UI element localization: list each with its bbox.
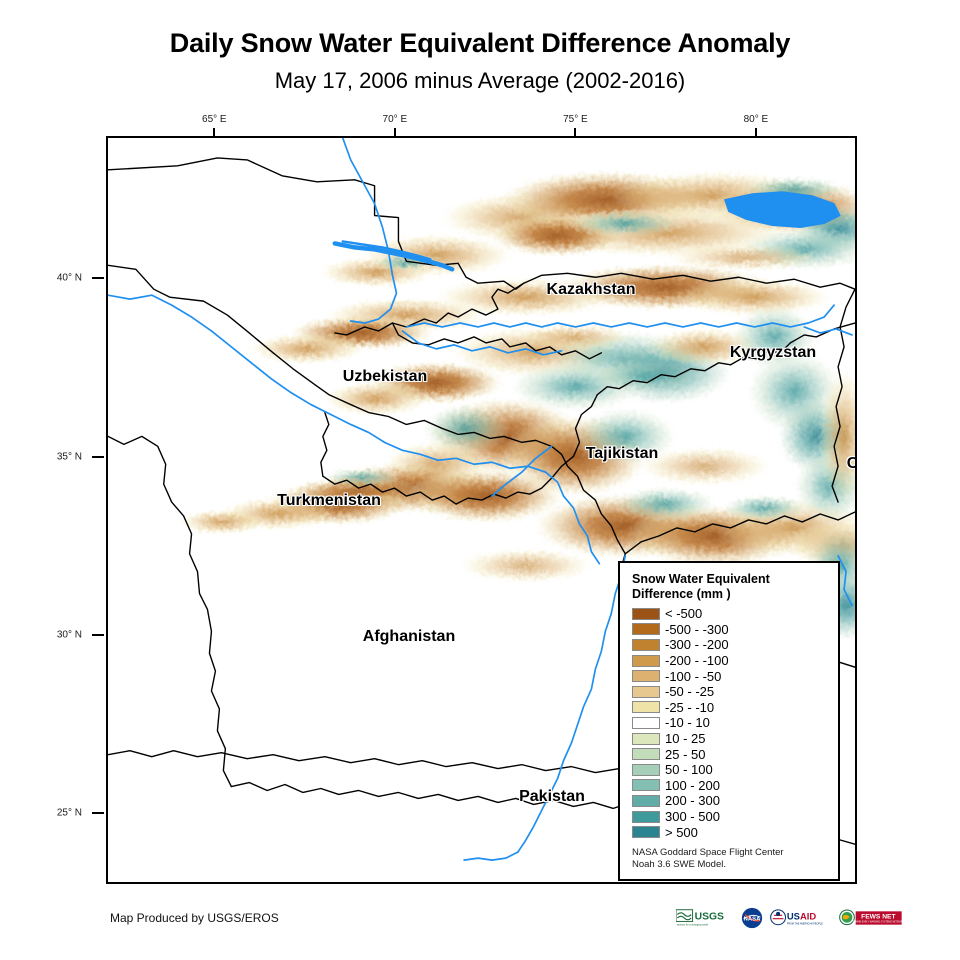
legend-swatch: [632, 701, 660, 714]
legend-label: 10 - 25: [665, 731, 706, 747]
lon-tick-mark: [393, 128, 396, 138]
lat-tick-label: 35° N: [56, 451, 82, 463]
legend-swatch: [632, 763, 660, 776]
legend-swatch: [632, 607, 660, 620]
lat-tick-mark: [92, 811, 104, 814]
svg-text:FAMINE EARLY WARNING SYSTEMS N: FAMINE EARLY WARNING SYSTEMS NETWORK: [853, 921, 903, 924]
lat-tick-mark: [92, 455, 104, 458]
legend-label: 25 - 50: [665, 746, 706, 762]
hydrology: [108, 138, 853, 861]
legend-swatch: [632, 638, 660, 651]
legend-swatch: [632, 623, 660, 636]
svg-text:FROM THE AMERICAN PEOPLE: FROM THE AMERICAN PEOPLE: [787, 923, 823, 926]
svg-text:USGS: USGS: [695, 911, 724, 922]
legend-swatch: [632, 654, 660, 667]
legend-swatch: [632, 748, 660, 761]
legend-label: -200 - -100: [665, 653, 729, 669]
legend-swatch: [632, 810, 660, 823]
legend-label: 50 - 100: [665, 762, 713, 778]
legend-row: -100 - -50: [632, 668, 828, 684]
legend-row: 100 - 200: [632, 778, 828, 794]
legend-source-note: NASA Goddard Space Flight Center Noah 3.…: [632, 847, 828, 871]
legend-swatch: [632, 716, 660, 729]
page-subtitle: May 17, 2006 minus Average (2002-2016): [274, 68, 686, 93]
legend-swatch: [632, 826, 660, 839]
svg-text:USAID: USAID: [787, 910, 817, 921]
legend-label: -50 - -25: [665, 684, 715, 700]
legend-label: -100 - -50: [665, 668, 722, 684]
legend-row: -10 - 10: [632, 715, 828, 731]
legend-swatch: [632, 779, 660, 792]
legend-row: < -500: [632, 606, 828, 622]
lon-tick-label: 65° E: [202, 114, 227, 125]
legend-title: Snow Water Equivalent Difference (mm ): [632, 572, 828, 602]
usaid-logo: USAID FROM THE AMERICAN PEOPLE: [770, 909, 823, 926]
legend-label: 300 - 500: [665, 809, 720, 825]
svg-text:FEWS NET: FEWS NET: [861, 914, 895, 921]
legend-row: -200 - -100: [632, 653, 828, 669]
lat-tick-label: 25° N: [56, 807, 82, 819]
agency-logos: USGS science for a changing world NASA U…: [676, 906, 903, 930]
legend-swatch: [632, 670, 660, 683]
fewsnet-logo: FEWS NET FAMINE EARLY WARNING SYSTEMS NE…: [839, 909, 903, 926]
legend-note-line2: Noah 3.6 SWE Model.: [632, 858, 726, 870]
legend-row: 50 - 100: [632, 762, 828, 778]
legend-row: > 500: [632, 824, 828, 840]
svg-text:NASA: NASA: [744, 917, 761, 923]
legend-row: 300 - 500: [632, 809, 828, 825]
legend-swatch: [632, 794, 660, 807]
legend-title-line2: Difference (mm ): [632, 587, 731, 601]
legend-label: -300 - -200: [665, 637, 729, 653]
legend-row: -50 - -25: [632, 684, 828, 700]
map-canvas[interactable]: Kazakhstan Uzbekistan Kyrgyzstan Tajikistan…: [106, 136, 857, 884]
lat-tick-label: 40° N: [56, 272, 82, 284]
legend-label: > 500: [665, 824, 698, 840]
lat-tick-mark: [92, 277, 104, 280]
legend-swatch: [632, 685, 660, 698]
usgs-logo: USGS science for a changing world: [676, 909, 724, 927]
map-graphics: [108, 138, 855, 861]
lon-tick-mark: [574, 128, 577, 138]
legend-row: -500 - -300: [632, 622, 828, 638]
legend-label: 100 - 200: [665, 777, 720, 793]
nasa-logo: NASA: [741, 907, 763, 929]
lat-tick-label: 30° N: [56, 629, 82, 641]
map-credit: Map Produced by USGS/EROS: [110, 911, 279, 925]
legend-title-line1: Snow Water Equivalent: [632, 572, 770, 586]
legend-row: 25 - 50: [632, 746, 828, 762]
map-legend: Snow Water Equivalent Difference (mm ) <…: [618, 561, 840, 881]
svg-text:science for a changing world: science for a changing world: [677, 924, 709, 927]
legend-label: -25 - -10: [665, 699, 715, 715]
lon-tick-label: 75° E: [563, 114, 588, 125]
legend-row: -300 - -200: [632, 637, 828, 653]
legend-label: 200 - 300: [665, 793, 720, 809]
lon-tick-mark: [754, 128, 757, 138]
swe-anomaly-raster: [177, 169, 855, 642]
legend-note-line1: NASA Goddard Space Flight Center: [632, 846, 784, 858]
legend-class-list: < -500 -500 - -300 -300 - -200 -200 - -100-…: [632, 606, 828, 840]
legend-label: < -500: [665, 606, 703, 622]
lat-tick-mark: [92, 633, 104, 636]
page-title: Daily Snow Water Equivalent Difference A…: [169, 28, 791, 58]
legend-row: -25 - -10: [632, 700, 828, 716]
legend-label: -10 - 10: [665, 715, 710, 731]
lon-tick-label: 70° E: [382, 114, 408, 125]
legend-swatch: [632, 732, 660, 745]
lon-tick-label: 80° E: [743, 114, 769, 125]
legend-row: 200 - 300: [632, 793, 828, 809]
lon-tick-mark: [213, 128, 216, 138]
legend-label: -500 - -300: [665, 621, 729, 637]
legend-row: 10 - 25: [632, 731, 828, 747]
